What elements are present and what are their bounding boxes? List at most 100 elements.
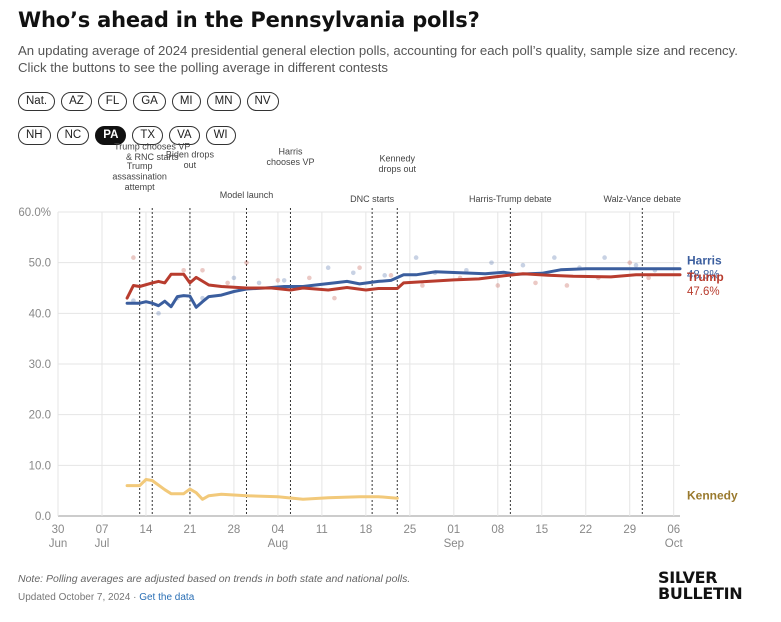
poll-dot-trump	[332, 295, 337, 301]
event-label: & RNC starts	[126, 152, 179, 162]
silver-bulletin-logo: SILVER BULLETIN	[658, 568, 743, 603]
poll-dot-harris	[325, 265, 331, 271]
poll-dot-harris	[231, 275, 237, 281]
series-name-harris: Harris	[687, 254, 722, 268]
poll-dot-trump	[420, 283, 425, 288]
x-tick-month: Oct	[665, 538, 684, 550]
grid-lines: 0.0 10.0 20.0 30.0 40.0 50.0 60.0% 30 Jun 07 Jul 14…	[18, 207, 683, 550]
contest-button-fl[interactable]: FL	[97, 92, 128, 111]
x-tick-label: 15	[535, 524, 548, 536]
logo-line-1: SILVER	[658, 568, 718, 587]
series-line-kennedy	[125, 478, 399, 501]
y-tick-label: 0.0	[35, 511, 51, 523]
x-tick-label: 29	[623, 524, 636, 536]
series-value-harris: 48.8%	[687, 270, 720, 282]
event-label: Harris-Trump debate	[469, 194, 552, 204]
x-tick-label: 11	[316, 524, 328, 536]
y-tick-label: 50.0	[29, 258, 51, 270]
poll-dot-harris	[633, 262, 639, 268]
event-label: out	[184, 160, 197, 170]
series-line-trump	[125, 272, 682, 300]
series-name-trump: Trump	[687, 270, 724, 284]
poll-dot-trump	[646, 275, 651, 281]
poll-dot-trump	[564, 283, 570, 288]
event-label: drops out	[379, 164, 417, 174]
event-label: Trump	[127, 161, 153, 171]
event-label: attempt	[125, 182, 156, 192]
poll-dot-harris	[382, 273, 388, 278]
x-tick-month: Aug	[268, 538, 288, 550]
poll-dot-harris	[413, 255, 419, 260]
event-label: Harris	[278, 147, 302, 157]
poll-dot-harris	[281, 278, 287, 283]
poll-dot-trump	[495, 283, 501, 288]
contest-button-wi[interactable]: WI	[205, 126, 236, 145]
updated-line: Updated October 7, 2024 · Get the data	[18, 592, 194, 603]
contest-button-nc[interactable]: NC	[56, 126, 90, 145]
x-tick-label: 08	[491, 524, 504, 536]
contest-button-pa[interactable]: PA	[95, 126, 127, 145]
contest-button-mi[interactable]: MI	[171, 92, 201, 111]
event-label: Biden drops	[166, 150, 215, 160]
contest-button-va[interactable]: VA	[169, 126, 200, 145]
x-tick-label: 25	[403, 524, 416, 536]
y-tick-label: 30.0	[29, 359, 51, 371]
contest-button-mn[interactable]: MN	[206, 92, 241, 111]
separator: ·	[133, 592, 137, 603]
poll-dot-harris	[602, 255, 607, 260]
contest-button-nh[interactable]: NH	[18, 126, 51, 145]
y-tick-label: 10.0	[29, 460, 51, 472]
contest-button-nv[interactable]: NV	[246, 92, 279, 111]
poll-dot-harris	[156, 311, 161, 316]
poll-dot-trump	[181, 267, 186, 273]
poll-dot-trump	[357, 265, 362, 271]
get-data-link[interactable]: Get the data	[139, 592, 195, 603]
x-tick-label: 07	[96, 524, 109, 536]
x-tick-label: 18	[359, 524, 372, 536]
series-name-kennedy: Kennedy	[687, 488, 738, 502]
event-label: DNC starts	[350, 194, 395, 204]
series-value-trump: 47.6%	[687, 286, 720, 298]
poll-dot-trump	[275, 278, 281, 283]
x-tick-label: 21	[184, 524, 197, 536]
poll-dot-harris	[350, 270, 356, 276]
series-lines	[125, 267, 682, 501]
poll-dot-trump	[244, 260, 249, 265]
event-label: Kennedy	[380, 154, 416, 164]
poll-dot-trump	[533, 280, 538, 286]
poll-dot-harris	[520, 262, 526, 268]
x-tick-month: Jul	[95, 538, 110, 550]
y-tick-label: 40.0	[29, 308, 51, 320]
contest-button-ga[interactable]: GA	[133, 92, 166, 111]
polling-average-chart: 0.0 10.0 20.0 30.0 40.0 50.0 60.0% 30 Jun 07 Jul 14…	[18, 142, 738, 551]
event-label: Walz-Vance debate	[604, 194, 682, 204]
event-label: Trump chooses VP	[114, 142, 190, 152]
page-subtitle: An updating average of 2024 presidential…	[18, 43, 738, 75]
poll-dot-trump	[307, 275, 312, 281]
x-tick-label: 30	[52, 524, 65, 536]
contest-button-tx[interactable]: TX	[132, 126, 164, 145]
x-tick-label: 22	[579, 524, 592, 536]
x-tick-month: Jun	[49, 538, 68, 550]
x-tick-label: 06	[667, 524, 680, 536]
poll-dot-harris	[464, 267, 469, 273]
updated-date: Updated October 7, 2024	[18, 592, 131, 603]
series-labels: Harris 48.8%Trump 47.6% Kennedy	[687, 254, 738, 503]
poll-dot-harris	[256, 280, 262, 286]
y-tick-label: 60.0%	[18, 207, 51, 219]
y-tick-label: 20.0	[29, 410, 51, 422]
contest-button-nat[interactable]: Nat.	[18, 92, 56, 111]
page-title: Who’s ahead in the Pennsylvania polls?	[18, 8, 480, 32]
contest-button-az[interactable]: AZ	[61, 92, 92, 111]
logo-line-2: BULLETIN	[658, 584, 743, 603]
event-label: assassination	[112, 172, 167, 182]
poll-dot-harris	[552, 255, 557, 260]
contest-buttons-row-1: Nat. AZ FL GA MI MN NV	[18, 92, 279, 111]
poll-dot-trump	[388, 273, 394, 278]
x-tick-label: 01	[447, 524, 460, 536]
x-tick-label: 28	[228, 524, 241, 536]
poll-dot-trump	[627, 260, 633, 265]
contest-buttons-row-2: NH NC PA TX VA WI	[18, 126, 236, 145]
event-label: chooses VP	[266, 157, 314, 167]
